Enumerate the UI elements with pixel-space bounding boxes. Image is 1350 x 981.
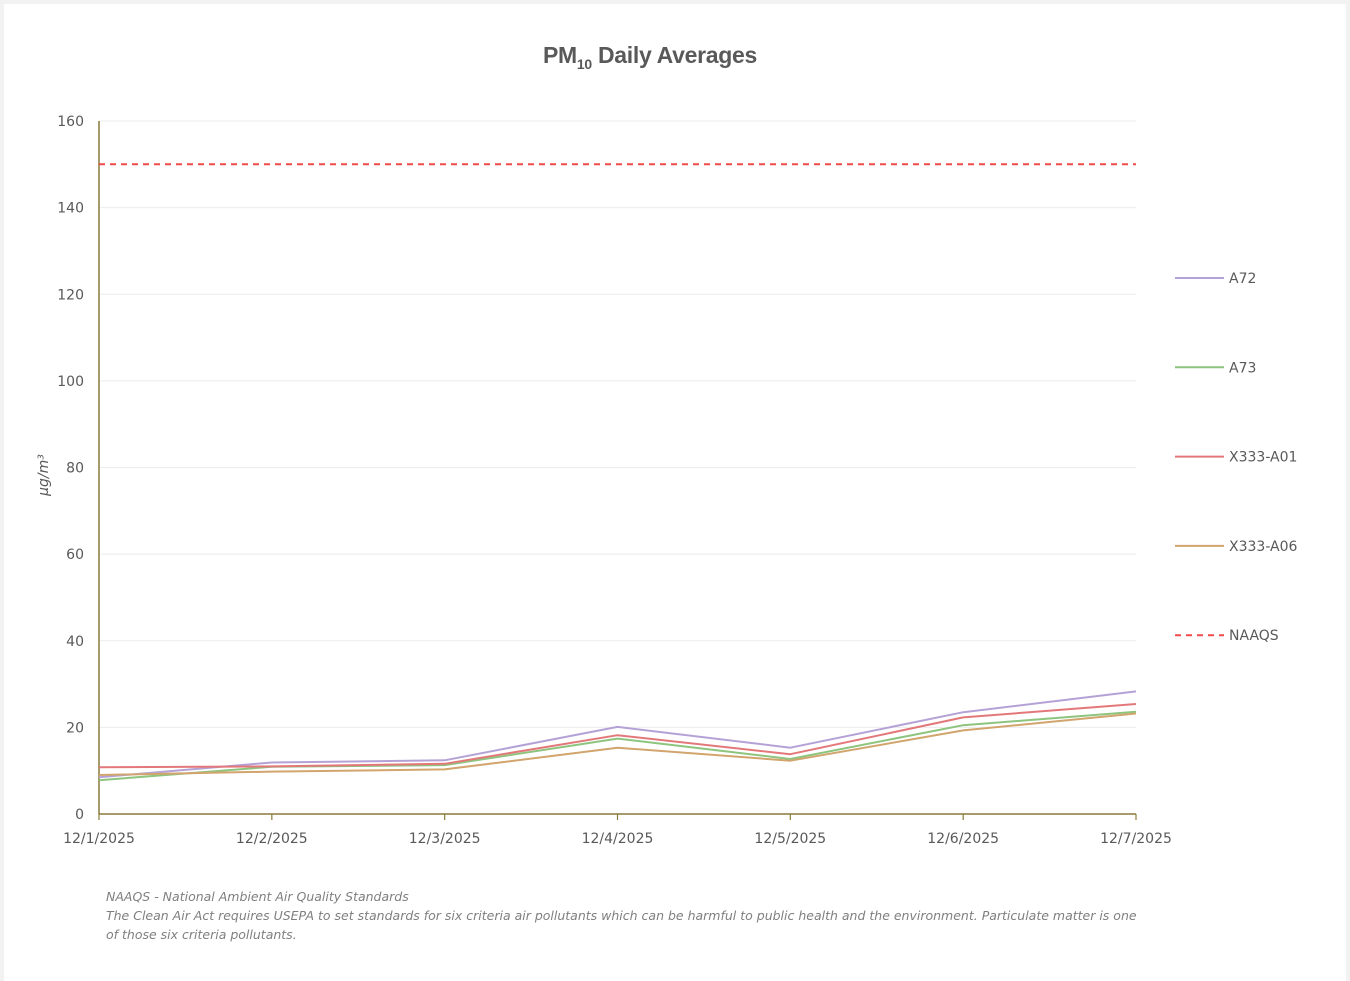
- x-tick-label: 12/3/2025: [409, 831, 481, 847]
- x-tick-label: 12/7/2025: [1100, 831, 1172, 847]
- series-lines: [98, 163, 1137, 782]
- footnote-explanation: The Clean Air Act requires USEPA to set …: [106, 908, 1137, 942]
- legend-label-x333-a01: X333-A01: [1229, 450, 1297, 466]
- legend-label-a72: A72: [1229, 271, 1256, 287]
- y-tick-labels: 0 20 40 60 80 100 120 140 160: [57, 114, 84, 823]
- footnote-definition: NAAQS - National Ambient Air Quality Sta…: [106, 889, 409, 904]
- chart-title-subscript: 10: [576, 56, 592, 72]
- y-tick-label: 60: [66, 547, 84, 563]
- series-line-a73: [98, 710, 1137, 782]
- x-tick-label: 12/2/2025: [236, 831, 308, 847]
- gridlines: [99, 120, 1136, 728]
- series-line-x333-a06: [98, 712, 1137, 776]
- legend-label-x333-a06: X333-A06: [1229, 539, 1298, 555]
- chart-area: [4, 4, 1346, 981]
- y-tick-label: 80: [66, 461, 84, 477]
- axes: [98, 121, 1137, 820]
- y-tick-label: 140: [57, 201, 84, 217]
- series-line-a72: [98, 690, 1137, 779]
- x-tick-label: 12/4/2025: [582, 831, 654, 847]
- y-tick-label: 20: [66, 720, 84, 736]
- y-tick-label: 160: [57, 114, 84, 130]
- legend-label-naaqs: NAAQS: [1229, 628, 1279, 644]
- chart-title: PM10 Daily Averages: [0, 42, 1300, 72]
- x-tick-labels: 12/1/2025 12/2/2025 12/3/2025 12/4/2025 12/5…: [63, 831, 1172, 847]
- x-tick-label: 12/5/2025: [754, 831, 826, 847]
- y-tick-label: 40: [66, 634, 84, 650]
- x-tick-label: 12/1/2025: [63, 831, 135, 847]
- y-tick-label: 0: [75, 807, 84, 823]
- chart-title-rest: Daily Averages: [591, 42, 757, 68]
- y-axis-label: µg/m³: [36, 454, 52, 497]
- series-line-x333-a01: [98, 703, 1137, 769]
- y-tick-label: 120: [57, 287, 84, 303]
- x-tick-label: 12/6/2025: [927, 831, 999, 847]
- chart-title-main: PM: [542, 42, 577, 68]
- legend-label-a73: A73: [1229, 360, 1256, 376]
- legend: A72 A73 X333-A01 X333-A06 NAAQS: [1175, 271, 1298, 644]
- y-tick-label: 100: [57, 374, 84, 390]
